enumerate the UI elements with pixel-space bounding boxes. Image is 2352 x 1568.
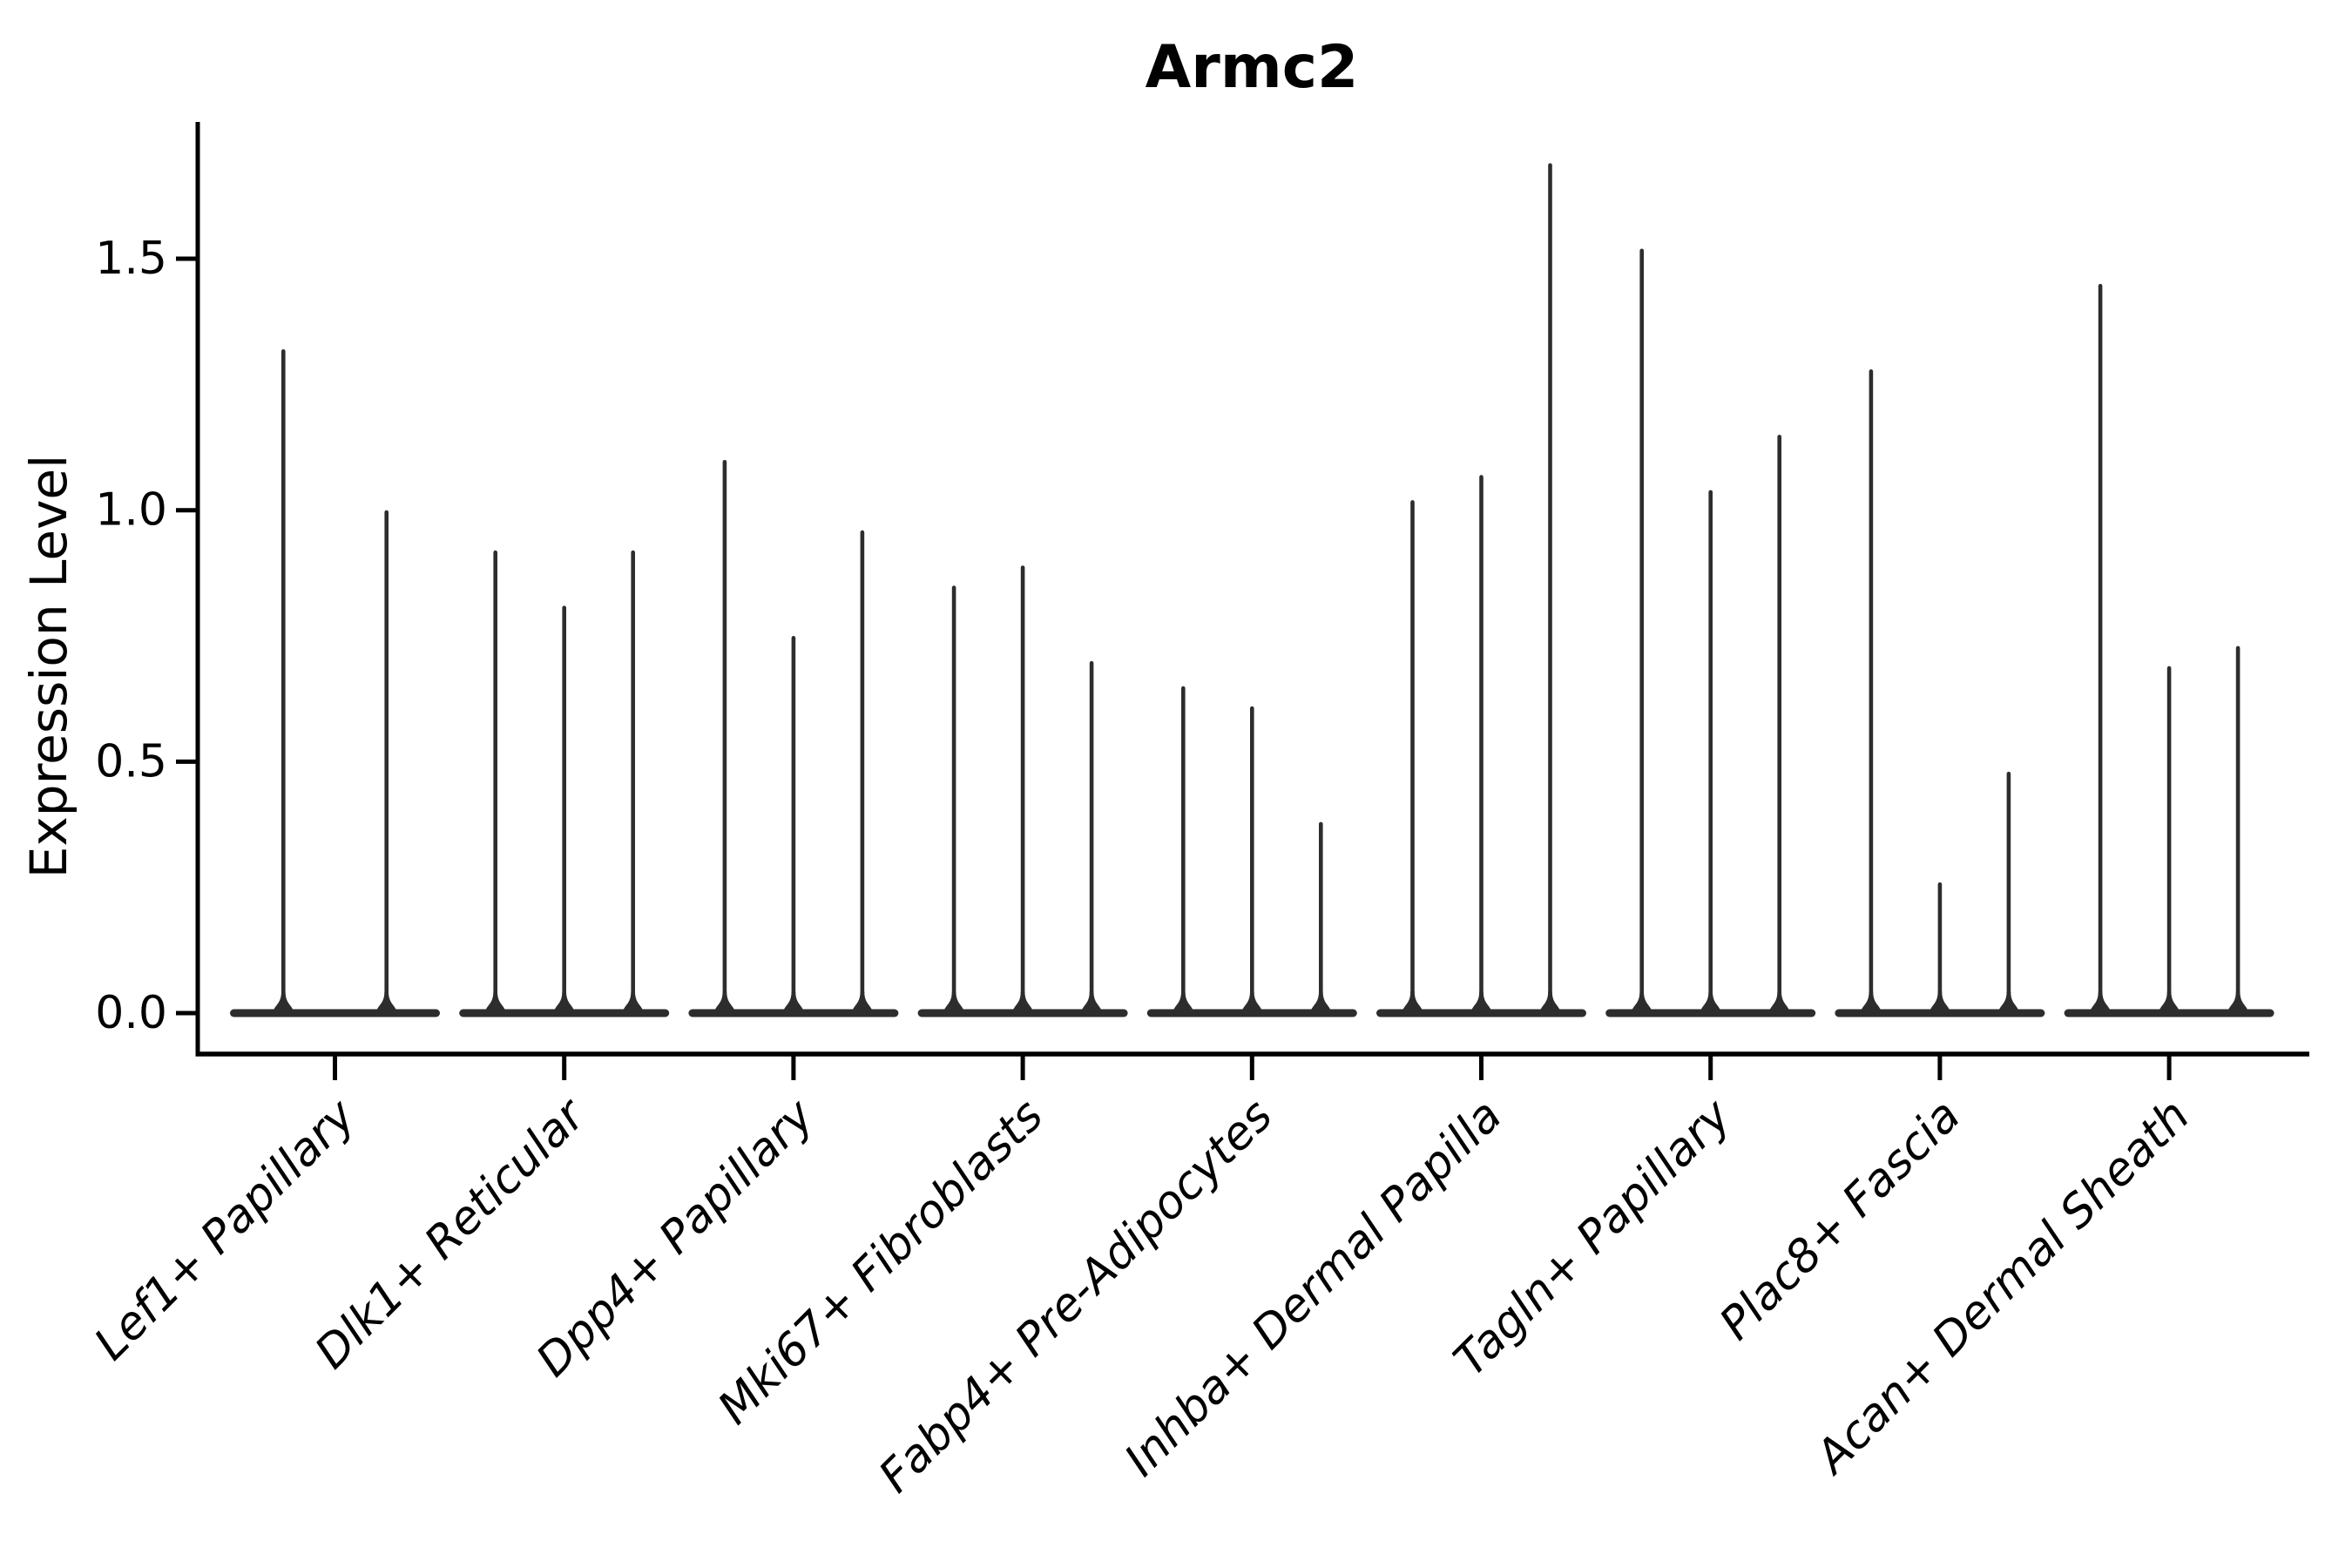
- y-tick-label: 1.0: [95, 484, 167, 537]
- chart-title: Armc2: [1146, 33, 1359, 102]
- violin-base: [917, 1009, 1128, 1017]
- violin-base: [688, 1009, 899, 1017]
- violin-group: [688, 459, 899, 1017]
- y-tick-label: 0.5: [95, 735, 167, 787]
- x-tick-label: Plac8+ Fascia: [1710, 1090, 1970, 1350]
- violin-group: [1835, 369, 2045, 1017]
- x-tick-label: Inhba+ Dermal Papilla: [1115, 1090, 1512, 1487]
- violin-base: [2064, 1009, 2274, 1017]
- violin-group: [230, 348, 440, 1017]
- violins-layer: [230, 163, 2274, 1017]
- violin-base: [1376, 1009, 1586, 1017]
- violin-group: [1605, 248, 1816, 1017]
- violin-group: [1376, 163, 1586, 1017]
- y-tick-label: 1.5: [95, 233, 167, 285]
- violin-group: [1146, 686, 1357, 1017]
- violin-base: [1835, 1009, 2045, 1017]
- violin-group: [2064, 283, 2274, 1017]
- violin-group: [459, 550, 670, 1017]
- y-axis-label: Expression Level: [19, 455, 78, 878]
- x-tick-label: Fabp4+ Pre-Adipocytes: [869, 1090, 1283, 1504]
- violin-group: [917, 565, 1128, 1017]
- y-axis-ticks: 0.0 0.5 1.0 1.5: [95, 233, 198, 1039]
- x-tick-label: Acan+ Dermal Sheath: [1804, 1090, 2200, 1485]
- violin-base: [1146, 1009, 1357, 1017]
- y-tick-label: 0.0: [95, 987, 167, 1039]
- violin-base: [1605, 1009, 1816, 1017]
- violin-base: [459, 1009, 670, 1017]
- violin-base: [230, 1009, 440, 1017]
